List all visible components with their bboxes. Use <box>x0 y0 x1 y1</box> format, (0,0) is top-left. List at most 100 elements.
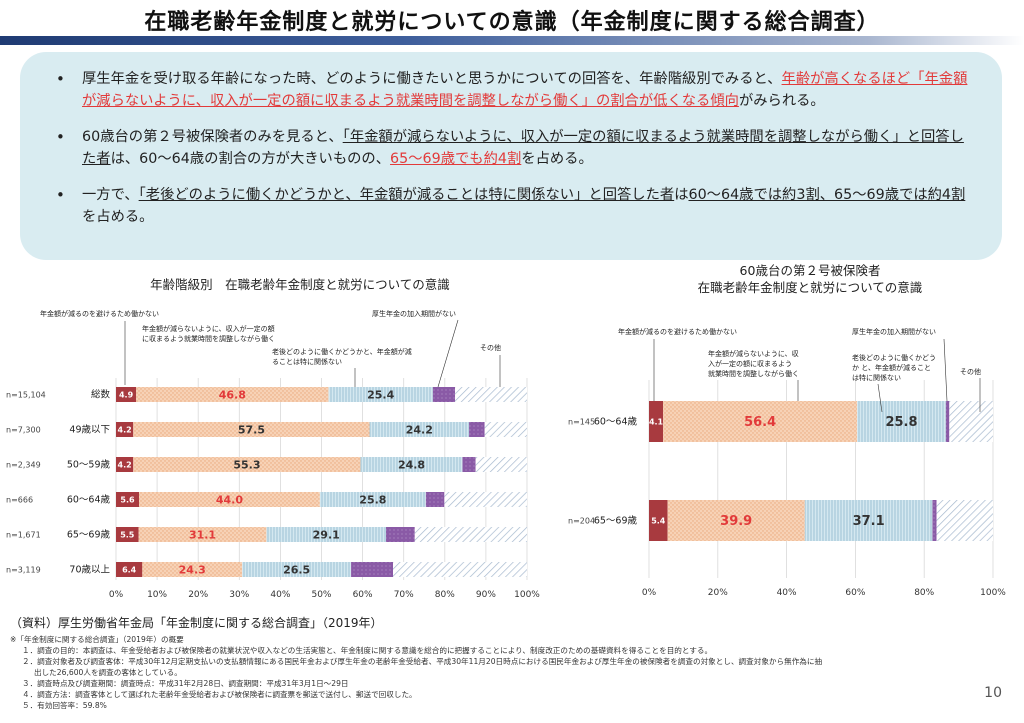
summary-bullet-1: 厚生年金を受け取る年齢になった時、どのように働きたいと思うかについての回答を、年… <box>56 68 978 112</box>
r-ann-unrelated-leader <box>877 383 883 413</box>
bar-segment <box>328 387 433 402</box>
data-label: 5.6 <box>120 495 135 504</box>
x-tick-label: 10% <box>147 590 167 600</box>
bar-segment <box>432 387 456 402</box>
bullet-1-highlight: 年齢が高くなるほど「年金額が減らないように、収入が一定の額に収まるよう就業時間を… <box>82 71 968 109</box>
data-label: 4.9 <box>119 390 134 399</box>
bar-segment <box>804 500 933 541</box>
data-label: 25.4 <box>367 388 394 401</box>
x-tick-label: 60% <box>353 590 373 600</box>
bar-segment <box>425 492 445 507</box>
data-label: 24.2 <box>406 423 433 436</box>
ann-unrelated-1: 老後どのように働くかどうかと、年金額が減 <box>272 347 412 356</box>
r-ann-no-work: 年金額が減るのを避けるため働かない <box>618 327 737 336</box>
bar-segment <box>932 500 937 541</box>
sample-size-label: n=204 <box>568 517 595 526</box>
survey-note-4: ４．調査方法：調査客体として選ばれた老齢年金受給者および被保険者に調査票を郵送で… <box>22 690 417 699</box>
data-label: 56.4 <box>744 415 776 430</box>
x-tick-label: 90% <box>476 590 496 600</box>
bar-segment <box>945 401 950 442</box>
x-tick-label: 30% <box>229 590 249 600</box>
bar-segment <box>649 500 668 541</box>
data-label: 24.8 <box>398 458 425 471</box>
data-label: 5.4 <box>651 516 666 525</box>
x-tick-label: 80% <box>435 590 455 600</box>
r-ann-unrelated-3: は特に関係ない <box>852 373 901 382</box>
data-label: 39.9 <box>720 514 752 529</box>
bar-segment <box>857 401 946 442</box>
r-ann-other: その他 <box>960 367 981 376</box>
category-label: 65～69歳 <box>594 515 638 527</box>
bar-segment <box>462 457 476 472</box>
page-title: 在職老齢年金制度と就労についての意識（年金制度に関する総合調査） <box>144 10 880 35</box>
x-tick-label: 20% <box>708 588 728 598</box>
ann-adjust-1: 年金額が減らないように、収入が一定の額 <box>142 324 275 333</box>
bar-segment <box>142 562 243 577</box>
ann-no-work: 年金額が減るのを避けるため働かない <box>40 309 159 318</box>
x-tick-label: 40% <box>270 590 290 600</box>
sample-size-label: n=1,671 <box>6 531 41 540</box>
page-number: 10 <box>984 685 1002 701</box>
x-tick-label: 0% <box>642 588 657 598</box>
category-label: 70歳以上 <box>69 564 110 576</box>
right-chart-title-line-1: 60歳台の第２号被保険者 <box>739 263 881 278</box>
left-chart-bars: 4.9 46.8 25.4 n=15,104 総数 4.2 57.5 24.2 n=7,300 4… <box>6 387 527 577</box>
data-label: 4.2 <box>118 460 132 469</box>
bar-segment <box>484 422 527 437</box>
sample-size-label: n=145 <box>568 418 595 427</box>
bullet-3-underline: 「老後どのように働くかどうかと、年金額が減ることは特に関係ない」と回答した者 <box>138 187 675 203</box>
bar-segment <box>116 527 139 542</box>
bar-segment <box>116 422 134 437</box>
left-chart-gridlines <box>115 378 528 580</box>
data-label: 46.8 <box>219 388 246 401</box>
bar-segment <box>649 401 664 442</box>
bar-segment <box>242 562 352 577</box>
data-label: 25.8 <box>885 415 917 430</box>
right-chart-title-line-2: 在職老齢年金制度と就労についての意識 <box>697 280 923 295</box>
right-chart-x-ticks: 0% 20% 40% 60% 80% 100% <box>642 588 1006 598</box>
sample-size-label: n=3,119 <box>6 566 41 575</box>
data-label: 6.4 <box>122 565 137 574</box>
bar-segment <box>116 492 140 507</box>
category-label: 49歳以下 <box>69 424 110 436</box>
category-label: 総数 <box>91 389 111 401</box>
data-label: 4.2 <box>118 425 132 434</box>
data-label: 57.5 <box>238 423 265 436</box>
title-underline <box>0 36 1024 45</box>
x-tick-label: 100% <box>980 588 1006 598</box>
sample-size-label: n=7,300 <box>6 426 41 435</box>
bar-segment <box>369 422 470 437</box>
footer: （資料）厚生労働省年金局「年金制度に関する総合調査」（2019年） ※「年金制度… <box>10 614 990 711</box>
sample-size-label: n=15,104 <box>6 391 46 400</box>
bullet-2-text-c: は、60～64歳の割合の方が大きいものの、 <box>110 151 391 167</box>
ann-other: その他 <box>480 343 501 352</box>
x-tick-label: 100% <box>514 590 540 600</box>
data-label: 44.0 <box>216 493 243 506</box>
bullet-1-text-a: 厚生年金を受け取る年齢になった時、どのように働きたいと思うかについての回答を、年… <box>82 71 782 87</box>
data-label: 37.1 <box>853 514 885 529</box>
survey-note-2b: 出した26,600人を調査の客体としている。 <box>34 668 182 677</box>
bar-segment <box>455 387 527 402</box>
bullet-3-text-e: を占める。 <box>82 209 154 225</box>
data-label: 5.5 <box>120 530 135 539</box>
bullet-2-highlight: 65～69歳でも約4割 <box>390 151 522 167</box>
data-label: 4.1 <box>649 417 664 426</box>
bar-segment <box>444 492 527 507</box>
data-label: 55.3 <box>233 458 260 471</box>
data-label: 26.5 <box>283 563 310 576</box>
bar-segment <box>667 500 805 541</box>
bar-segment <box>936 500 993 541</box>
x-tick-label: 20% <box>188 590 208 600</box>
data-label: 25.8 <box>359 493 386 506</box>
left-chart-title: 年齢階級別 在職老齢年金制度と就労についての意識 <box>150 277 450 292</box>
bullet-2-text-e: を占める。 <box>521 151 593 167</box>
bar-segment <box>949 401 993 442</box>
r-ann-no-pension: 厚生年金の加入期間がない <box>852 327 936 336</box>
r-ann-adjust-2: 入が一定の額に収まるよう <box>708 359 792 368</box>
survey-overview-heading: ※「年金制度に関する総合調査」（2019年）の概要 <box>10 635 184 644</box>
r-ann-adjust-3: 就業時間を調整しながら働く <box>708 369 799 378</box>
bullet-3-underline-2: 60～64歳では約3割、65～69歳では約4割 <box>688 187 966 203</box>
x-tick-label: 0% <box>109 590 124 600</box>
summary-box: 厚生年金を受け取る年齢になった時、どのように働きたいと思うかについての回答を、年… <box>20 52 1002 260</box>
